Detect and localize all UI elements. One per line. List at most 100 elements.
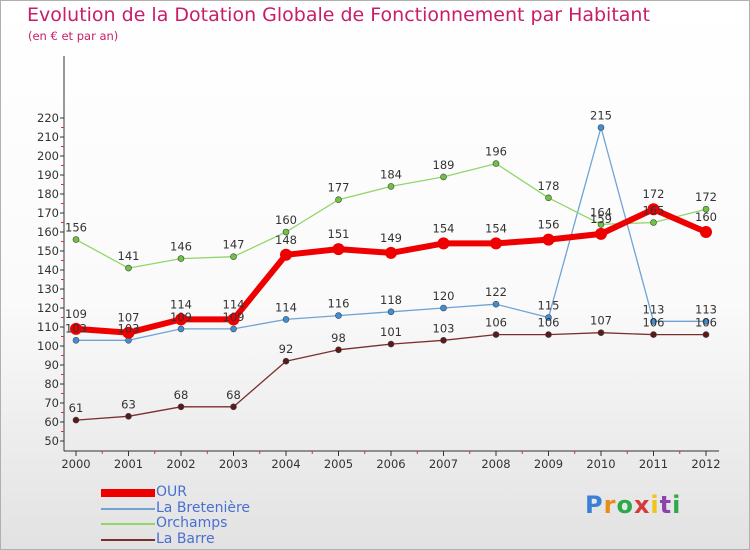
data-label: 178: [538, 179, 560, 193]
data-label: 172: [643, 187, 665, 201]
data-label: 165: [643, 204, 665, 218]
data-label: 106: [538, 316, 560, 330]
data-label: 184: [380, 167, 402, 181]
data-label: 118: [380, 293, 402, 307]
data-point: [650, 317, 657, 325]
data-label: 149: [380, 231, 402, 245]
x-tick-label: 2000: [61, 457, 90, 471]
data-label: 63: [121, 397, 136, 411]
y-tick-label: 210: [37, 130, 59, 144]
data-label: 154: [485, 221, 507, 235]
legend-swatch: [101, 507, 155, 510]
data-label: 160: [275, 213, 297, 227]
x-tick-label: 2005: [324, 457, 353, 471]
y-tick-label: 220: [37, 111, 59, 125]
data-label: 107: [118, 311, 140, 325]
data-point: [387, 308, 395, 316]
data-point: [545, 331, 552, 338]
data-label: 109: [223, 310, 245, 324]
data-point: [72, 236, 80, 243]
x-tick-label: 2009: [534, 457, 563, 471]
data-label: 116: [328, 297, 350, 311]
y-tick-label: 200: [37, 149, 59, 163]
chart-title: Evolution de la Dotation Globale de Fonc…: [27, 4, 650, 26]
x-tick-label: 2010: [586, 457, 615, 471]
data-label: 106: [643, 316, 665, 330]
data-label: 114: [275, 300, 297, 314]
y-tick-label: 70: [44, 396, 59, 410]
data-label: 154: [433, 221, 455, 235]
data-point: [492, 331, 500, 338]
data-point: [440, 173, 447, 181]
data-label: 151: [328, 227, 350, 241]
data-point: [385, 246, 397, 259]
data-label: 113: [643, 302, 665, 316]
data-point: [702, 331, 710, 338]
y-tick-label: 80: [44, 377, 59, 391]
data-point: [542, 233, 555, 246]
x-tick-label: 2007: [429, 457, 458, 471]
chart-subtitle: (en € et par an): [28, 29, 119, 43]
series-la-barre: [72, 329, 710, 424]
data-label: 107: [590, 314, 612, 328]
x-tick-label: 2001: [114, 457, 143, 471]
data-label: 148: [275, 233, 297, 247]
legend-swatch: [101, 523, 155, 525]
logo-letter: o: [616, 491, 634, 519]
legend-label: Orchamps: [156, 515, 228, 531]
x-tick-label: 2002: [166, 457, 195, 471]
data-point: [335, 312, 342, 319]
data-label: 156: [538, 218, 560, 232]
data-label: 115: [538, 299, 560, 313]
data-label: 120: [433, 289, 455, 303]
data-label: 68: [174, 388, 189, 402]
data-point: [280, 248, 292, 261]
series-lines: [70, 124, 712, 424]
data-point: [230, 253, 237, 260]
data-label: 92: [279, 342, 294, 356]
logo-letter: t: [659, 491, 673, 519]
data-point: [702, 317, 710, 325]
y-tick-label: 150: [37, 244, 59, 258]
series-our: [70, 203, 712, 339]
x-tick-label: 2004: [271, 457, 300, 471]
data-label: 196: [485, 145, 507, 159]
data-point: [387, 340, 395, 348]
data-point: [440, 336, 447, 344]
data-point: [70, 322, 82, 335]
logo-letter: x: [633, 491, 651, 519]
data-point: [597, 329, 605, 337]
data-label: 114: [170, 297, 192, 311]
legend-swatch: [101, 538, 155, 541]
y-tick-label: 90: [44, 358, 59, 372]
y-tick-label: 50: [44, 434, 59, 448]
x-tick-label: 2003: [219, 457, 248, 471]
data-point: [72, 336, 80, 344]
data-label: 113: [695, 302, 717, 316]
data-point: [387, 183, 395, 190]
data-label: 106: [695, 316, 717, 330]
y-tick-label: 60: [44, 415, 59, 429]
data-label: 146: [170, 240, 192, 254]
y-tick-label: 140: [37, 263, 59, 277]
data-point: [125, 412, 132, 420]
data-label: 177: [328, 181, 350, 195]
data-label: 114: [223, 297, 245, 311]
data-label: 106: [485, 316, 507, 330]
y-tick-label: 120: [37, 301, 59, 315]
data-label: 109: [65, 307, 87, 321]
data-point: [650, 331, 657, 338]
logo-letter: i: [672, 491, 682, 519]
data-label: 61: [69, 401, 84, 415]
data-label: 159: [590, 212, 612, 226]
legend-label: La Bretenière: [156, 499, 251, 516]
data-label: 122: [485, 285, 507, 299]
x-tick-label: 2012: [691, 457, 720, 471]
data-point: [282, 228, 290, 236]
data-point: [72, 416, 80, 424]
data-label: 68: [226, 388, 241, 402]
data-point: [700, 226, 712, 238]
data-labels: 109 107 114 114 148 151 149 154 154 156 159 172 160 1…: [65, 109, 717, 416]
